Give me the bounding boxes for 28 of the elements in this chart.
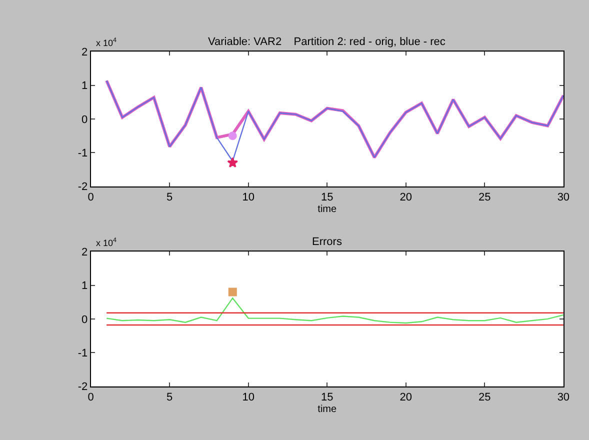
chart-title: Variable: VAR2 Partition 2: red - orig, blue - rec xyxy=(208,36,446,48)
y-tick-label: 1 xyxy=(82,280,88,292)
text: x 10$^{4}$ xyxy=(96,37,118,48)
text: x 10$^{4}$ xyxy=(96,237,118,248)
y-tick-label: 0 xyxy=(82,114,88,126)
y-tick-label: 0 xyxy=(82,314,88,326)
y-tick-label: -2 xyxy=(78,181,88,194)
x-tick-label: 5 xyxy=(166,391,173,404)
y-tick-label: -1 xyxy=(78,148,88,160)
x-axis-title: time xyxy=(318,404,338,415)
x-axis-title: time xyxy=(318,204,338,216)
x-tick-label: 25 xyxy=(478,192,491,204)
x-tick-label: 10 xyxy=(242,391,254,404)
x-tick-label: 15 xyxy=(321,192,334,204)
y-tick-label: 1 xyxy=(82,80,88,92)
x-tick-label: 10 xyxy=(242,192,254,204)
x-tick-label: 5 xyxy=(166,192,173,204)
chart-title: Errors xyxy=(312,236,342,248)
x-tick-label: 20 xyxy=(400,391,412,404)
x-tick-label: 30 xyxy=(557,391,570,404)
x-tick-label: 15 xyxy=(321,391,334,404)
x-tick-label: 25 xyxy=(478,391,491,404)
y-tick-label: -1 xyxy=(78,347,88,360)
y-tick-label: 2 xyxy=(82,246,88,258)
y-tick-label: -2 xyxy=(78,381,88,394)
x-tick-label: 20 xyxy=(400,192,412,204)
y-tick-label: 2 xyxy=(82,46,88,59)
x-tick-label: 30 xyxy=(557,192,570,204)
